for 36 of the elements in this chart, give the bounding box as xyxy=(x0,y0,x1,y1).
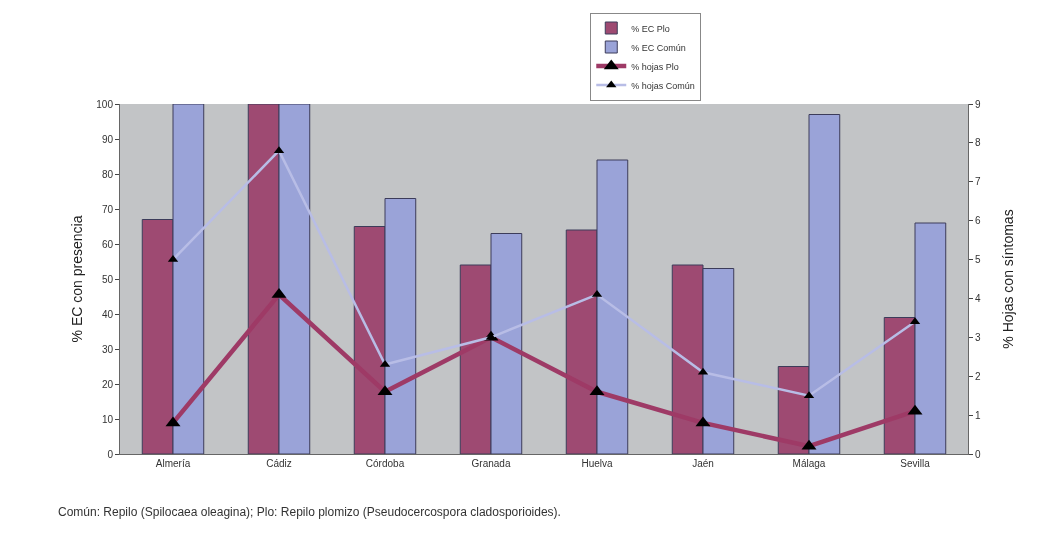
y2-tick-label: 9 xyxy=(975,98,981,110)
y2-tick-label: 8 xyxy=(975,137,981,149)
y2-axis-title: % Hojas con síntomas xyxy=(1000,209,1016,349)
y-tick-label: 10 xyxy=(101,413,114,425)
x-tick-label: Huelva xyxy=(581,458,613,469)
y-axis-title: % EC con presencia xyxy=(69,215,85,343)
legend-label: % EC Plo xyxy=(631,23,670,34)
y2-tick-label: 4 xyxy=(975,292,981,304)
y-tick-label: 30 xyxy=(101,343,114,355)
x-tick-label: Córdoba xyxy=(365,458,405,469)
x-tick-label: Almería xyxy=(155,458,191,469)
y2-tick-label: 1 xyxy=(975,409,981,421)
y2-tick-label: 7 xyxy=(975,176,981,188)
y-tick-label: 60 xyxy=(101,238,114,250)
y-tick-label: 100 xyxy=(96,98,114,110)
x-tick-label: Cádiz xyxy=(266,458,292,469)
legend-label: % hojas Plo xyxy=(631,61,679,72)
legend-label: % hojas Común xyxy=(631,80,695,91)
y-tick-label: 70 xyxy=(101,203,114,215)
x-tick-label: Granada xyxy=(471,458,511,469)
y2-tick-label: 0 xyxy=(975,448,981,460)
y-tick-label: 80 xyxy=(101,168,114,180)
x-tick-label: Sevilla xyxy=(900,458,931,469)
y-tick-label: 90 xyxy=(101,133,114,145)
y2-tick-label: 6 xyxy=(975,215,981,227)
x-tick-label: Málaga xyxy=(792,458,826,469)
y-tick-label: 50 xyxy=(101,273,114,285)
y2-tick-label: 5 xyxy=(975,254,981,266)
y2-tick-label: 3 xyxy=(975,331,981,343)
y-tick-label: 40 xyxy=(101,308,114,320)
y-tick-label: 0 xyxy=(107,448,114,460)
y2-tick-label: 2 xyxy=(975,370,981,382)
y-tick-label: 20 xyxy=(101,378,114,390)
legend-label: % EC Común xyxy=(631,42,686,53)
x-tick-label: Jaén xyxy=(692,458,714,469)
text: Común: Repilo (Spilocaea oleagina); Plo: Repilo plomizo (Pseudocercospora cladosporioides). xyxy=(58,505,561,519)
